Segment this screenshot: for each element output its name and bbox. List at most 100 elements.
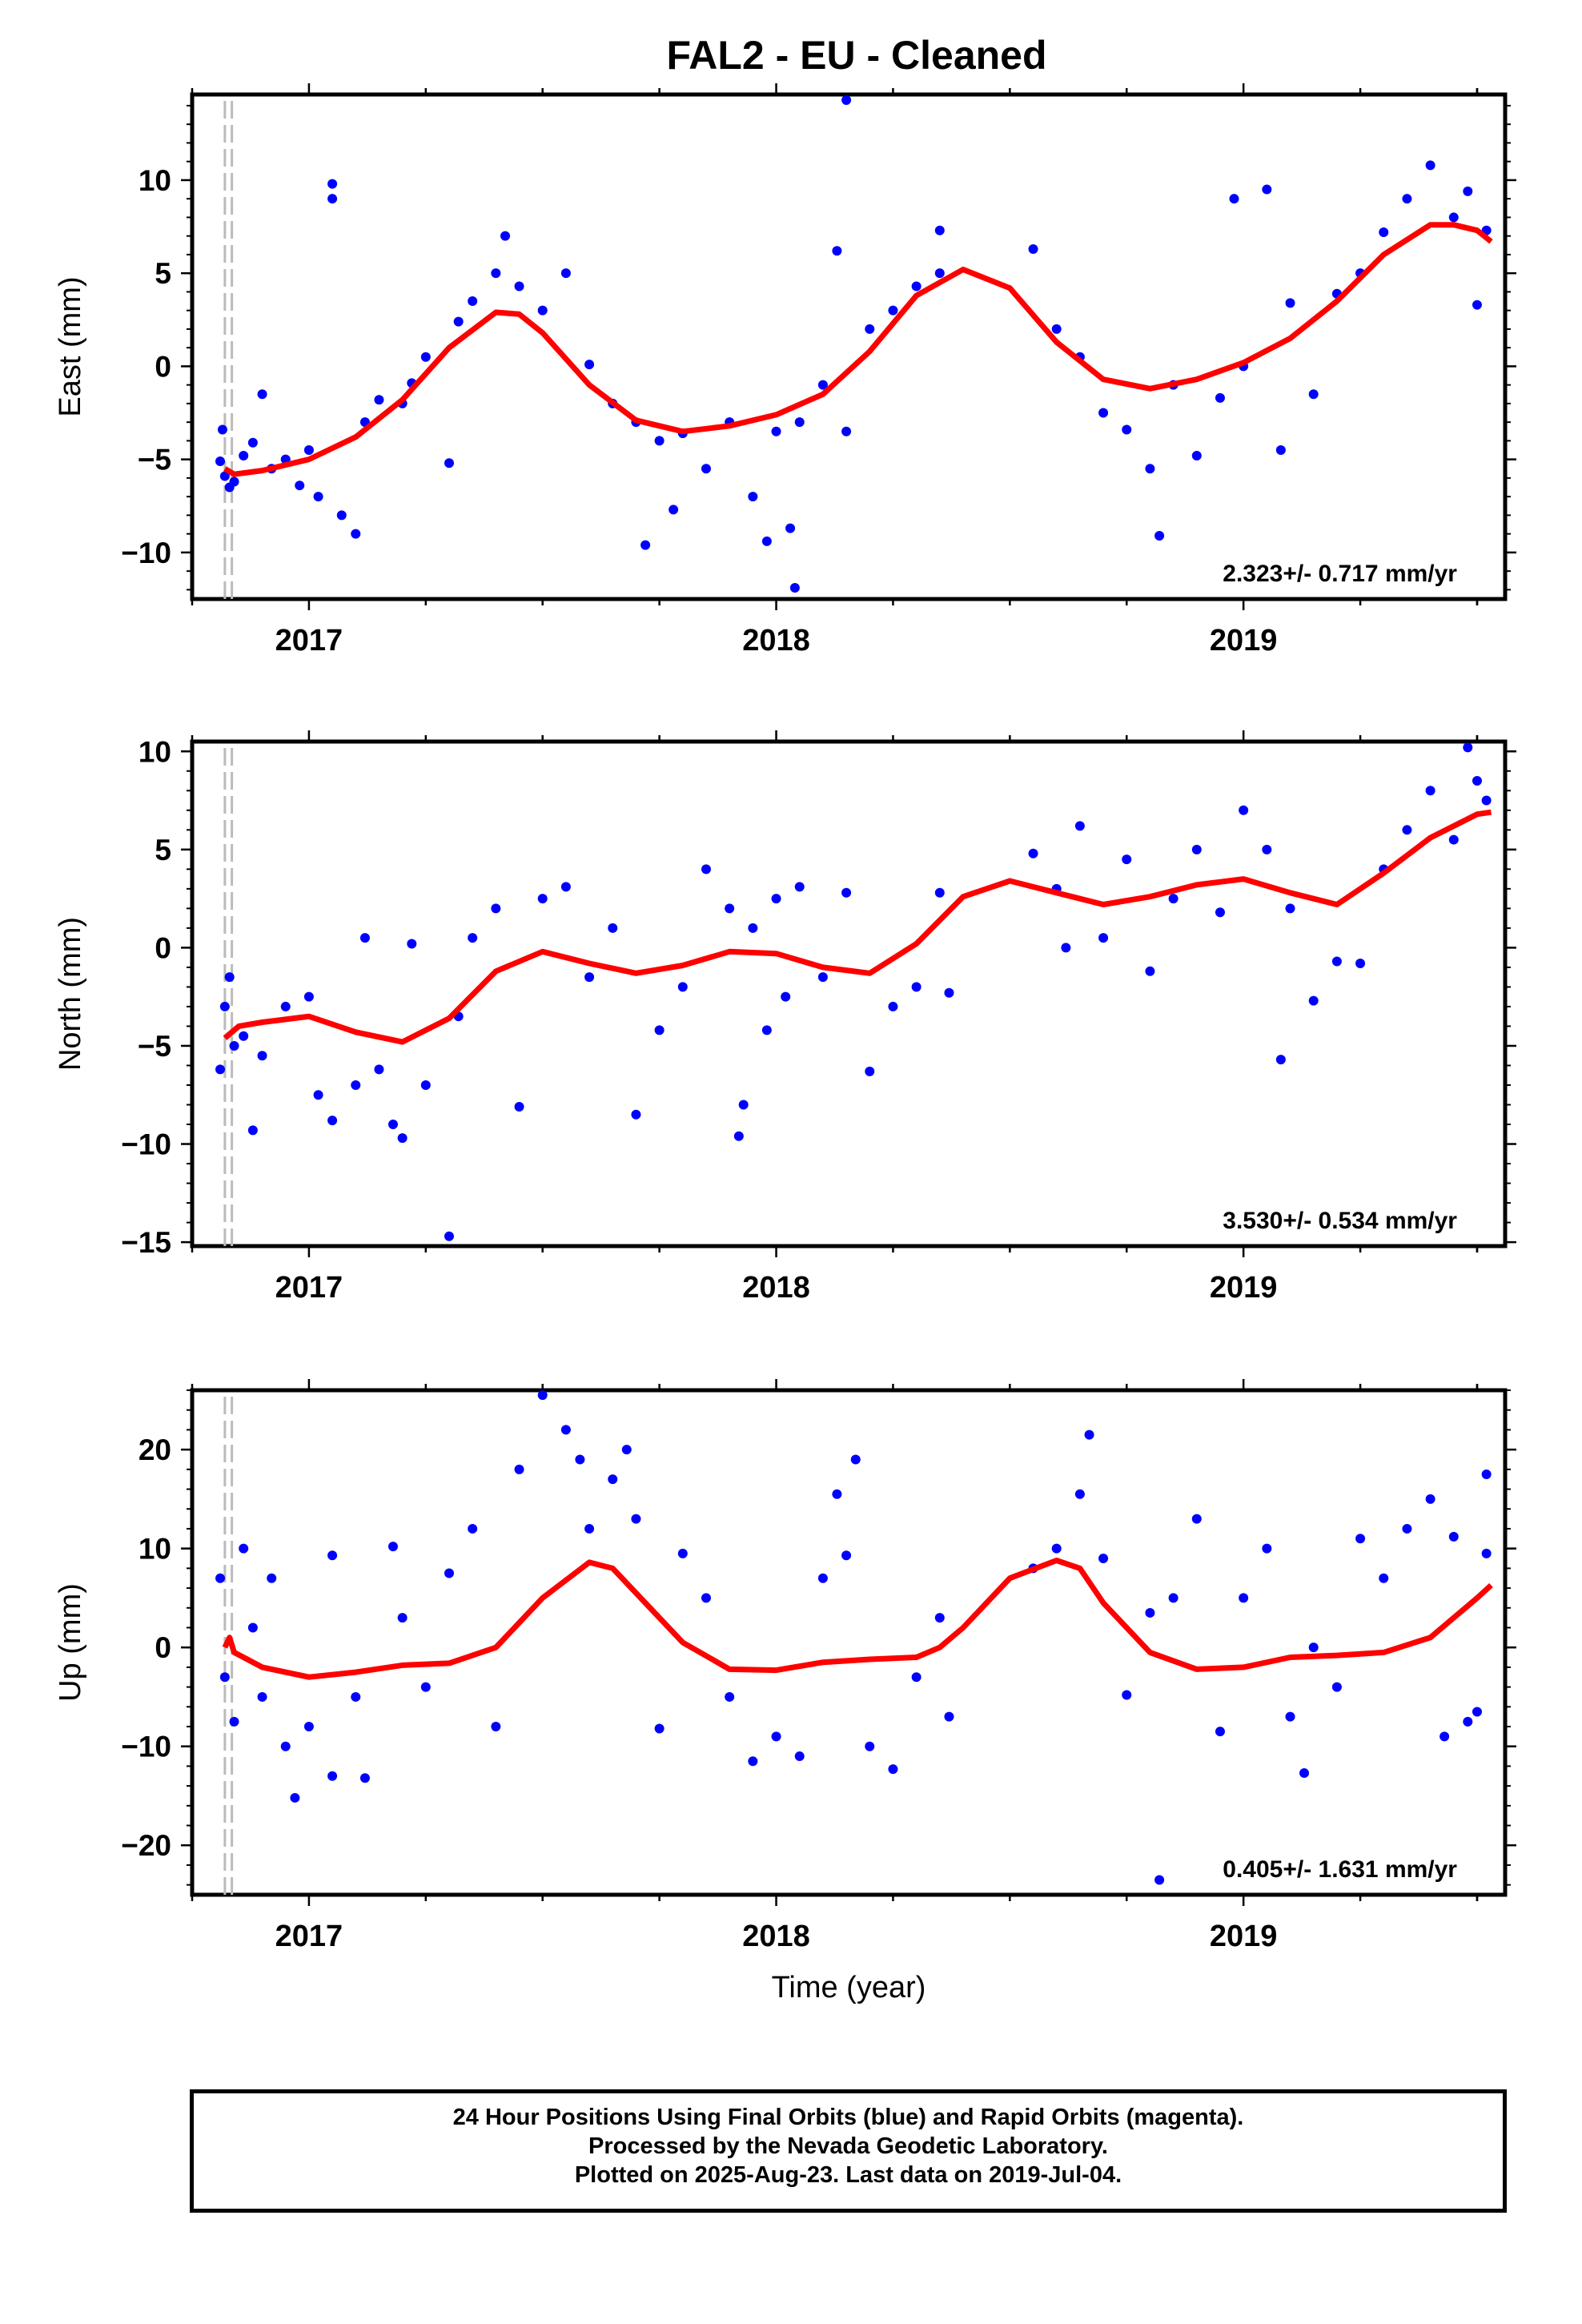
data-point <box>313 492 323 502</box>
data-point <box>247 1125 258 1136</box>
data-point <box>397 1613 408 1623</box>
data-point <box>387 1542 398 1552</box>
data-point <box>575 1454 585 1465</box>
data-point <box>865 324 875 334</box>
data-point <box>359 1773 370 1783</box>
data-point <box>841 94 852 105</box>
y-tick-label: 10 <box>139 735 171 768</box>
x-tick-label: 2019 <box>1210 1920 1278 1953</box>
y-tick-label: 10 <box>139 1533 171 1566</box>
data-point <box>247 437 258 448</box>
y-tick-label: −15 <box>121 1226 171 1259</box>
data-point <box>654 436 665 446</box>
data-point <box>654 1025 665 1035</box>
y-tick-label: −5 <box>138 1030 171 1063</box>
data-point <box>1215 907 1225 918</box>
footer-line-3: Plotted on 2025-Aug-23. Last data on 201… <box>574 2162 1122 2188</box>
data-point <box>781 991 791 1002</box>
data-point <box>631 1514 641 1524</box>
data-point <box>1028 243 1038 254</box>
data-point <box>327 1116 338 1126</box>
data-point <box>677 982 688 992</box>
data-point <box>229 476 239 487</box>
data-point <box>1425 160 1435 171</box>
data-point <box>1239 805 1249 815</box>
data-point <box>1098 1554 1109 1563</box>
data-point <box>303 991 314 1002</box>
north-panel: 2017 2018 2019 −15 −10 −5 0 5 10 North (mm) 3.530+… <box>54 730 1516 1305</box>
data-point <box>1098 408 1109 418</box>
data-point <box>1061 943 1071 953</box>
model-fit-line <box>223 222 1493 477</box>
data-point <box>560 1425 571 1435</box>
velocity-label: 0.405+/- 1.631 mm/yr <box>1223 1856 1457 1883</box>
data-point <box>761 1025 772 1035</box>
data-point <box>280 1001 291 1011</box>
data-point <box>1285 903 1295 914</box>
data-point <box>351 1080 361 1090</box>
data-point <box>761 536 772 546</box>
data-point <box>1425 786 1435 796</box>
data-point <box>584 360 595 370</box>
data-point <box>841 887 852 898</box>
data-point <box>215 1573 226 1583</box>
data-point <box>789 583 800 593</box>
data-point <box>832 1489 842 1499</box>
data-point <box>1262 844 1272 854</box>
data-point <box>359 933 370 943</box>
data-point <box>374 395 384 405</box>
y-tick-label: −10 <box>121 537 171 569</box>
data-point <box>794 1751 805 1762</box>
data-point <box>725 903 735 914</box>
data-point <box>327 179 338 189</box>
data-point <box>327 194 338 204</box>
data-point <box>1074 821 1085 831</box>
data-point <box>290 1792 300 1803</box>
data-point <box>453 316 464 327</box>
data-point <box>794 882 805 892</box>
data-point <box>911 281 921 292</box>
data-point <box>468 296 478 307</box>
y-tick-label: 0 <box>155 1631 171 1664</box>
x-tick-label: 2017 <box>275 1271 343 1305</box>
data-point <box>1463 742 1473 753</box>
data-point <box>934 225 945 235</box>
y-tick-label: 0 <box>155 931 171 964</box>
data-point <box>1145 1607 1155 1618</box>
data-point <box>1331 956 1342 967</box>
data-point <box>257 389 267 400</box>
data-point <box>215 456 226 466</box>
data-point <box>1299 1768 1310 1779</box>
x-tick-label: 2017 <box>275 624 343 657</box>
data-point <box>500 231 511 241</box>
data-point <box>1308 995 1319 1006</box>
data-point <box>303 445 314 456</box>
data-point <box>219 1001 230 1011</box>
data-point <box>1285 298 1295 308</box>
data-point <box>733 1131 744 1141</box>
data-point <box>444 1231 454 1241</box>
model-fit-line <box>222 1558 1493 1680</box>
data-point <box>537 305 548 316</box>
data-point <box>817 972 828 983</box>
up-panel: 2017 2018 2019 −20 −10 0 10 20 Up (mm) 0.405+/- 1… <box>54 1379 1516 2004</box>
data-point <box>631 1109 641 1120</box>
data-point <box>1379 227 1389 238</box>
data-point <box>420 1682 431 1692</box>
y-axis-label: East (mm) <box>54 276 87 416</box>
chart-title: FAL2 - EU - Cleaned <box>666 33 1047 78</box>
data-point <box>584 1523 595 1534</box>
data-point <box>888 1764 898 1775</box>
data-point <box>327 1550 338 1561</box>
data-point <box>640 540 651 550</box>
data-point <box>1331 1682 1342 1692</box>
data-point <box>1145 464 1155 474</box>
data-point <box>295 480 305 491</box>
data-point <box>888 305 898 316</box>
data-point <box>771 1731 781 1742</box>
data-point <box>1439 1731 1450 1742</box>
data-point <box>1215 1727 1225 1737</box>
data-point <box>1402 825 1412 835</box>
east-panel: 2017 2018 2019 −10 −5 0 5 10 East (mm) 2.323+/- 0… <box>54 83 1516 657</box>
data-point <box>491 1722 501 1731</box>
